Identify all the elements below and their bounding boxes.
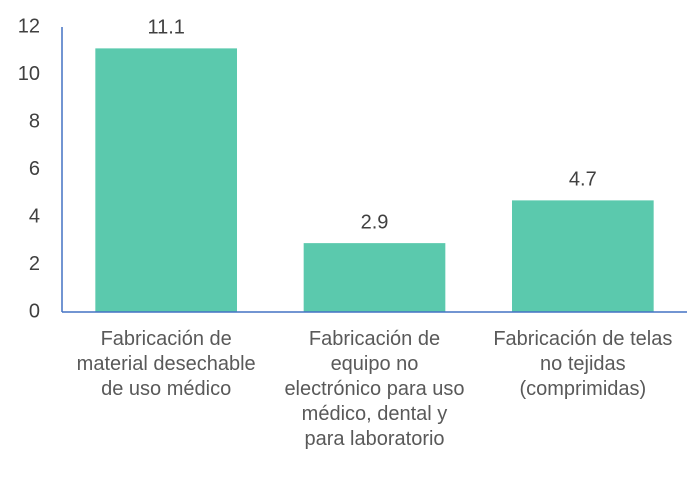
value-label: 2.9: [361, 211, 389, 233]
y-tick-label: 12: [18, 15, 40, 37]
y-tick-label: 0: [29, 300, 40, 322]
y-tick-label: 6: [29, 158, 40, 180]
value-label: 4.7: [569, 169, 597, 191]
x-tick-label: Fabricación de equipo no electrónico par…: [284, 328, 465, 450]
bar: [303, 243, 446, 312]
bar: [95, 48, 237, 312]
y-tick-label: 4: [29, 205, 40, 227]
bar: [512, 200, 654, 312]
value-label: 11.1: [147, 17, 184, 39]
x-tick-label: Fabricación de telas no tejidas (comprim…: [493, 328, 673, 400]
y-tick-label: 8: [29, 110, 40, 132]
x-tick-label: Fabricación de material desechable de us…: [76, 328, 256, 400]
y-tick-label: 10: [18, 63, 40, 85]
y-tick-label: 2: [29, 253, 40, 275]
